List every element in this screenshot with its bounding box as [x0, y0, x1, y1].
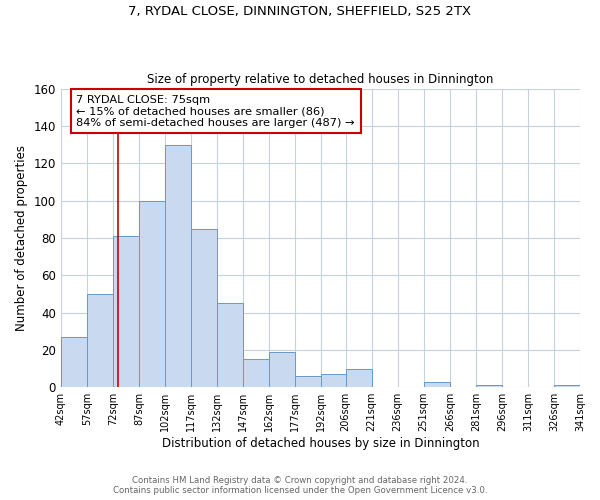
- Bar: [139, 200, 165, 387]
- Bar: [113, 236, 139, 387]
- Bar: [61, 337, 87, 387]
- Bar: [321, 374, 346, 387]
- Bar: [424, 382, 450, 387]
- Bar: [346, 368, 371, 387]
- Y-axis label: Number of detached properties: Number of detached properties: [15, 145, 28, 331]
- Bar: [476, 386, 502, 387]
- Text: 7, RYDAL CLOSE, DINNINGTON, SHEFFIELD, S25 2TX: 7, RYDAL CLOSE, DINNINGTON, SHEFFIELD, S…: [128, 5, 472, 18]
- Bar: [165, 144, 191, 387]
- Bar: [269, 352, 295, 387]
- Title: Size of property relative to detached houses in Dinnington: Size of property relative to detached ho…: [147, 73, 494, 86]
- Text: 7 RYDAL CLOSE: 75sqm
← 15% of detached houses are smaller (86)
84% of semi-detac: 7 RYDAL CLOSE: 75sqm ← 15% of detached h…: [76, 94, 355, 128]
- Bar: [217, 303, 243, 387]
- Bar: [554, 386, 580, 387]
- X-axis label: Distribution of detached houses by size in Dinnington: Distribution of detached houses by size …: [161, 437, 479, 450]
- Bar: [87, 294, 113, 387]
- Bar: [243, 359, 269, 387]
- Bar: [191, 228, 217, 387]
- Text: Contains HM Land Registry data © Crown copyright and database right 2024.
Contai: Contains HM Land Registry data © Crown c…: [113, 476, 487, 495]
- Bar: [295, 376, 321, 387]
